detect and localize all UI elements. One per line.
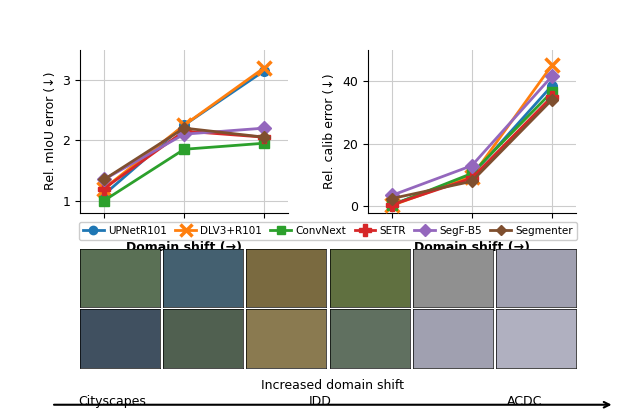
Y-axis label: Rel. mIoU error (↓): Rel. mIoU error (↓) <box>44 72 57 190</box>
Text: ACDC: ACDC <box>507 395 543 408</box>
Y-axis label: Rel. calib error (↓): Rel. calib error (↓) <box>323 74 337 189</box>
Text: Cityscapes: Cityscapes <box>78 395 146 408</box>
Text: Increased domain shift: Increased domain shift <box>261 380 404 392</box>
X-axis label: Domain shift (→): Domain shift (→) <box>414 241 530 254</box>
Legend: UPNetR101, DLV3+R101, ConvNext, SETR, SegF-B5, Segmenter: UPNetR101, DLV3+R101, ConvNext, SETR, Se… <box>79 222 577 240</box>
Text: IDD: IDD <box>308 395 332 408</box>
X-axis label: Domain shift (→): Domain shift (→) <box>126 241 242 254</box>
